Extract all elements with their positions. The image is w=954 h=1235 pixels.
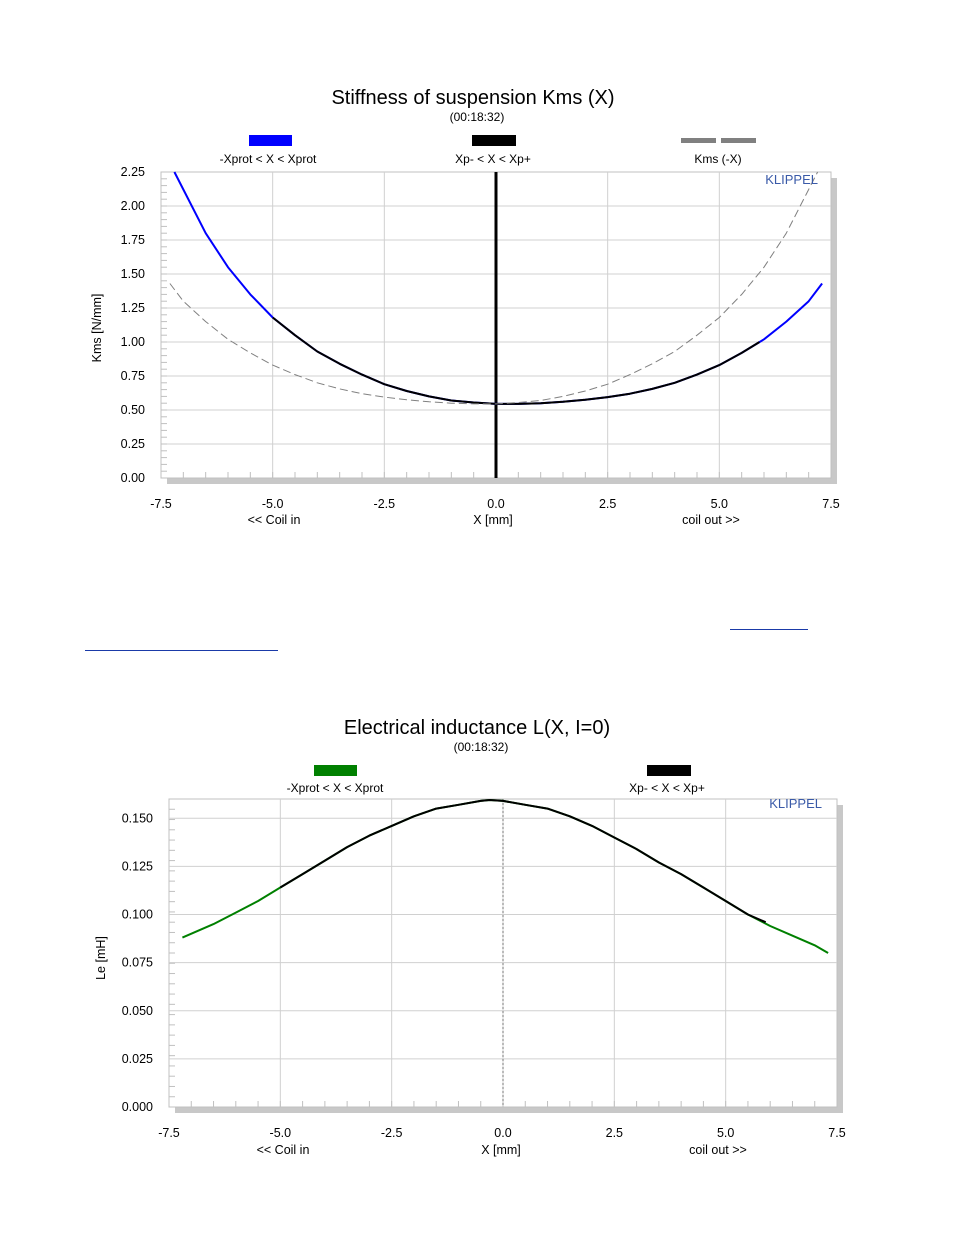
chart-title: Stiffness of suspension Kms (X)	[331, 87, 614, 109]
legend-label: Kms (-X)	[694, 152, 741, 166]
chart-subtitle: (00:18:32)	[450, 110, 505, 124]
legend-label: Xp- < X < Xp+	[455, 152, 531, 166]
x-tick-labels: -7.5 -5.0 -2.5 0.0 2.5 5.0 7.5	[158, 1126, 846, 1140]
klippel-brand: KLIPPEL	[769, 796, 822, 811]
y-axis-label: Kms [N/mm]	[90, 294, 104, 363]
x-note-right: coil out >>	[682, 513, 740, 527]
minor-ticks	[168, 798, 838, 1108]
x-tick-label: -2.5	[381, 1126, 403, 1140]
y-tick-label: 0.125	[122, 859, 153, 873]
legend: -Xprot < X < Xprot Xp- < X < Xp+	[287, 765, 705, 795]
y-tick-label: 0.050	[122, 1004, 153, 1018]
series-line-2	[169, 171, 819, 405]
y-tick-label: 2.25	[121, 165, 145, 179]
legend: -Xprot < X < Xprot Xp- < X < Xp+ Kms (-X…	[220, 135, 756, 166]
x-tick-label: 0.0	[487, 497, 504, 511]
legend-swatch-gray-dash-2	[721, 138, 756, 143]
y-axis-label: Le [mH]	[94, 936, 108, 980]
legend-swatch-blue	[249, 135, 292, 146]
inductance-chart: Electrical inductance L(X, I=0) (00:18:3…	[94, 717, 846, 1157]
x-tick-label: 2.5	[606, 1126, 623, 1140]
y-tick-labels: 0.000 0.025 0.050 0.075 0.100 0.125 0.150	[122, 811, 153, 1114]
legend-swatch-green	[314, 765, 357, 776]
x-tick-labels: -7.5 -5.0 -2.5 0.0 2.5 5.0 7.5	[150, 497, 840, 511]
y-tick-label: 2.00	[121, 199, 145, 213]
x-note-left: << Coil in	[257, 1143, 310, 1157]
stiffness-chart: Stiffness of suspension Kms (X) (00:18:3…	[90, 87, 840, 527]
grid	[169, 799, 837, 1107]
legend-label: -Xprot < X < Xprot	[287, 781, 384, 795]
x-tick-label: 7.5	[828, 1126, 845, 1140]
y-tick-label: 0.075	[122, 956, 153, 970]
y-tick-label: 0.00	[121, 471, 145, 485]
y-tick-label: 0.025	[122, 1052, 153, 1066]
klippel-brand: KLIPPEL	[765, 172, 818, 187]
y-tick-label: 0.75	[121, 369, 145, 383]
legend-swatch-gray-dash-1	[681, 138, 716, 143]
series-group	[182, 799, 829, 1107]
link-underline[interactable]	[730, 629, 808, 630]
x-tick-label: -2.5	[374, 497, 396, 511]
x-tick-label: 0.0	[494, 1126, 511, 1140]
y-tick-label: 0.150	[122, 811, 153, 825]
y-tick-label: 0.25	[121, 437, 145, 451]
chart-subtitle: (00:18:32)	[454, 740, 509, 754]
y-tick-label: 1.50	[121, 267, 145, 281]
x-note-left: << Coil in	[248, 513, 301, 527]
x-tick-label: -7.5	[158, 1126, 180, 1140]
x-tick-label: 7.5	[822, 497, 839, 511]
x-axis-label: X [mm]	[481, 1143, 521, 1157]
x-tick-label: -7.5	[150, 497, 172, 511]
y-tick-label: 0.50	[121, 403, 145, 417]
legend-label: -Xprot < X < Xprot	[220, 152, 317, 166]
series-line-1	[279, 799, 767, 924]
chart-title: Electrical inductance L(X, I=0)	[344, 717, 610, 739]
y-tick-label: 1.75	[121, 233, 145, 247]
x-tick-label: -5.0	[270, 1126, 292, 1140]
legend-label: Xp- < X < Xp+	[629, 781, 705, 795]
series-group	[169, 171, 823, 478]
y-tick-label: 0.100	[122, 908, 153, 922]
y-tick-label: 0.000	[122, 1100, 153, 1114]
legend-swatch-black	[472, 135, 516, 146]
x-tick-label: 5.0	[711, 497, 728, 511]
minor-ticks	[160, 171, 832, 479]
y-tick-label: 1.25	[121, 301, 145, 315]
y-tick-label: 1.00	[121, 335, 145, 349]
x-tick-label: 5.0	[717, 1126, 734, 1140]
link-underline[interactable]	[85, 650, 278, 651]
x-note-right: coil out >>	[689, 1143, 747, 1157]
x-axis-label: X [mm]	[473, 513, 513, 527]
y-tick-labels: 0.00 0.25 0.50 0.75 1.00 1.25 1.50 1.75 2.00 2.25	[121, 165, 145, 485]
x-tick-label: 2.5	[599, 497, 616, 511]
x-tick-label: -5.0	[262, 497, 284, 511]
series-line-1	[272, 316, 761, 405]
legend-swatch-black	[647, 765, 691, 776]
